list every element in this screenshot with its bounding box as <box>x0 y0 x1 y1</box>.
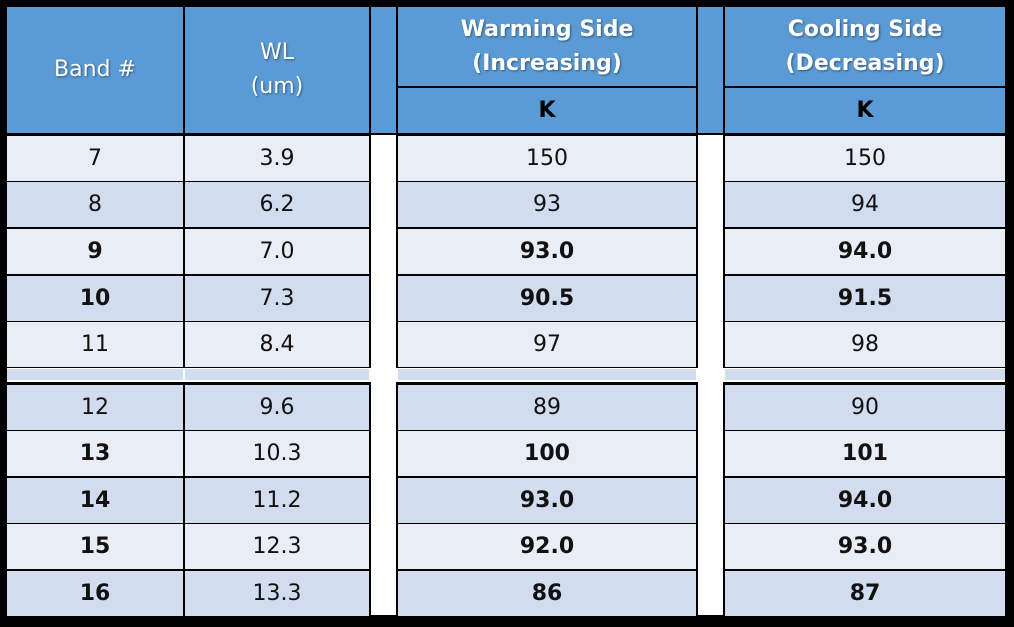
cell-cooling: 93.0 <box>725 524 1005 569</box>
cell-wl: 7.3 <box>185 276 369 321</box>
cell-wl: 9.6 <box>185 385 369 430</box>
cell-band: 9 <box>7 229 183 274</box>
header-warming-line1: Warming Side <box>460 16 634 42</box>
cell-cooling: 94.0 <box>725 229 1005 274</box>
header-wl: WL (um) <box>185 7 369 133</box>
cell-band: 11 <box>7 322 183 367</box>
cell-band: 16 <box>7 571 183 616</box>
cell-wl: 12.3 <box>185 524 369 569</box>
cell-wl: 13.3 <box>185 571 369 616</box>
header-warming: Warming Side (Increasing) <box>398 7 696 86</box>
cell-band: 7 <box>7 136 183 181</box>
header-warming-line2: (Increasing) <box>472 50 622 76</box>
cell-wl: 11.2 <box>185 478 369 523</box>
header-wl-line1: WL <box>259 40 294 65</box>
cell-warming: 97 <box>398 322 696 367</box>
cell-band: 13 <box>7 431 183 476</box>
header-band-label: Band # <box>54 57 136 82</box>
cell-wl: 7.0 <box>185 229 369 274</box>
cell-cooling: 150 <box>725 136 1005 181</box>
cell-warming: 90.5 <box>398 276 696 321</box>
cell-warming: 150 <box>398 136 696 181</box>
header-cooling-line1: Cooling Side <box>787 16 943 42</box>
header-spacer-1 <box>371 7 396 133</box>
header-warming-unit-label: K <box>538 97 556 123</box>
cell-warming: 92.0 <box>398 524 696 569</box>
header-warming-unit: K <box>398 88 696 133</box>
cell-wl: 10.3 <box>185 431 369 476</box>
header-wl-line2: (um) <box>250 74 304 99</box>
cell-band: 14 <box>7 478 183 523</box>
cell-warming: 89 <box>398 385 696 430</box>
header-band: Band # <box>7 7 183 133</box>
row-separator-tint <box>7 369 1005 380</box>
cell-cooling: 90 <box>725 385 1005 430</box>
cell-warming: 93.0 <box>398 229 696 274</box>
cell-band: 12 <box>7 385 183 430</box>
cell-band: 10 <box>7 276 183 321</box>
cell-cooling: 101 <box>725 431 1005 476</box>
cell-warming: 86 <box>398 571 696 616</box>
cell-cooling: 98 <box>725 322 1005 367</box>
header-cooling: Cooling Side (Decreasing) <box>725 7 1005 86</box>
cell-wl: 6.2 <box>185 182 369 227</box>
cell-cooling: 94 <box>725 182 1005 227</box>
cell-warming: 100 <box>398 431 696 476</box>
cell-band: 15 <box>7 524 183 569</box>
cell-cooling: 91.5 <box>725 276 1005 321</box>
header-cooling-unit-label: K <box>856 97 874 123</box>
header-spacer-2 <box>698 7 723 133</box>
cell-cooling: 94.0 <box>725 478 1005 523</box>
cell-wl: 8.4 <box>185 322 369 367</box>
cell-warming: 93.0 <box>398 478 696 523</box>
header-cooling-line2: (Decreasing) <box>785 50 945 76</box>
cell-band: 8 <box>7 182 183 227</box>
cell-wl: 3.9 <box>185 136 369 181</box>
cell-warming: 93 <box>398 182 696 227</box>
cell-cooling: 87 <box>725 571 1005 616</box>
header-cooling-unit: K <box>725 88 1005 133</box>
